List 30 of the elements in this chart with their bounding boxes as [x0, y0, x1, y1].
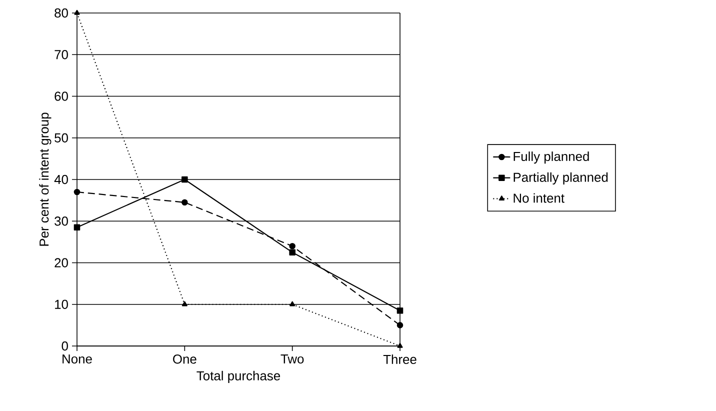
point: [182, 199, 188, 206]
point: [290, 301, 296, 306]
point: [289, 249, 296, 256]
x-tick-label: Two: [280, 354, 304, 364]
legend-label: No intent: [514, 193, 564, 203]
y-tick-label: 70: [54, 50, 68, 60]
y-tick-label: 60: [54, 92, 68, 101]
x-tick-label: Three: [383, 354, 416, 364]
y-tick-label: 0: [62, 341, 68, 351]
point: [74, 10, 80, 15]
y-tick-label: 10: [55, 300, 68, 309]
point: [397, 342, 403, 348]
y-tick-label: 50: [54, 133, 68, 142]
x-tick-label: None: [62, 354, 92, 364]
point: [182, 301, 188, 306]
point: [74, 224, 80, 231]
point: [396, 322, 404, 328]
y-axis-title: Per cent of intent group: [39, 112, 52, 246]
x-axis-title: Total purchase: [196, 370, 280, 383]
y-tick-label: 20: [54, 258, 68, 268]
point: [396, 307, 404, 314]
y-tick-label: 30: [54, 216, 68, 226]
point: [74, 188, 80, 196]
y-tick-label: 40: [54, 174, 68, 184]
y-tick-label: 80: [54, 8, 68, 18]
point: [182, 176, 188, 183]
x-tick-label: One: [173, 354, 196, 364]
legend-label: Fully planned: [514, 152, 589, 164]
legend-label: Partially planned: [514, 172, 608, 184]
point: [289, 242, 296, 250]
